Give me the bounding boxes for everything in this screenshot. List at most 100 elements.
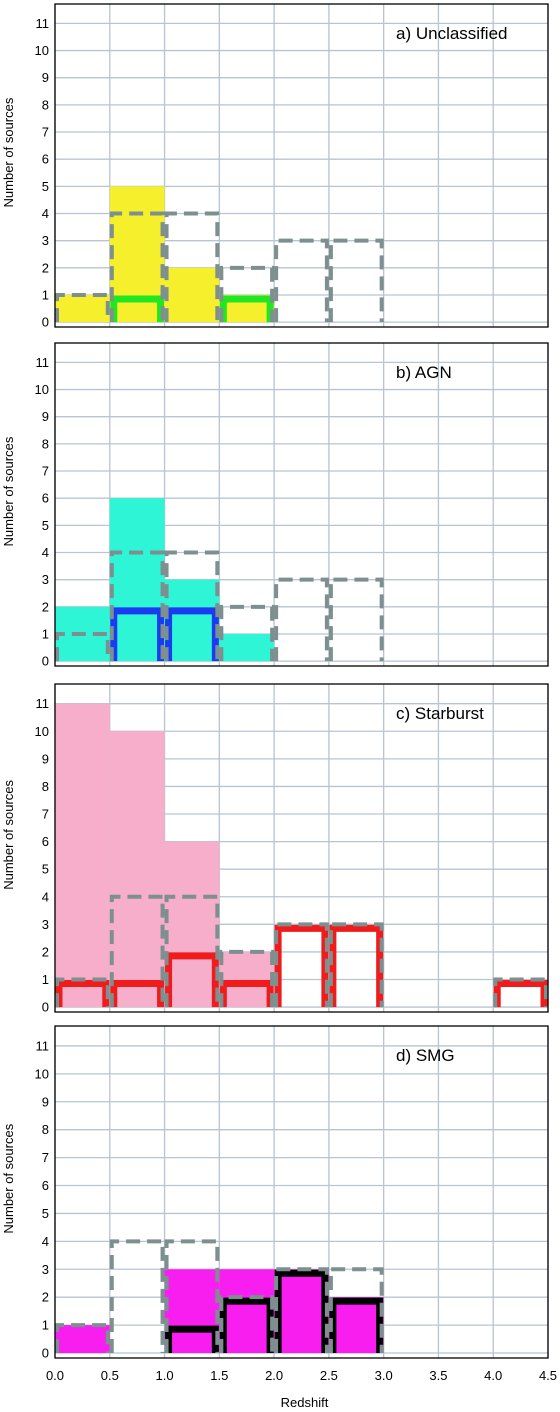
bar-filled bbox=[109, 498, 165, 662]
series-filled bbox=[55, 1269, 384, 1354]
plot-frame bbox=[54, 3, 549, 328]
y-tick-label: 0 bbox=[42, 315, 49, 330]
bar-filled bbox=[219, 951, 275, 1008]
y-tick-label: 0 bbox=[42, 1346, 49, 1361]
bar-dashed bbox=[328, 238, 384, 323]
plot-frame bbox=[54, 1025, 549, 1359]
bar-dashed bbox=[274, 1267, 329, 1354]
bar-dashed bbox=[219, 265, 275, 323]
y-tick-label: 3 bbox=[42, 1262, 49, 1277]
panel-4: 0 1 2 3 4 5 6 7 8 9 10 11 Number of sources d) SMG 0.0… bbox=[1, 1025, 557, 1410]
bar-filled bbox=[164, 841, 220, 1008]
y-tick-label: 3 bbox=[42, 572, 49, 587]
y-tick-label: 6 bbox=[42, 152, 49, 167]
y-tick-label: 9 bbox=[42, 70, 49, 85]
bar-dashed bbox=[164, 1239, 220, 1354]
bar-dashed bbox=[219, 949, 275, 1008]
y-tick-label: 2 bbox=[42, 1290, 49, 1305]
y-tick-label: 10 bbox=[35, 1066, 49, 1081]
x-tick-label: 4.5 bbox=[539, 1368, 557, 1383]
bar-dashed bbox=[55, 292, 110, 323]
series-dashed bbox=[55, 211, 384, 323]
y-tick-label: 11 bbox=[36, 355, 50, 370]
plot-frame bbox=[54, 342, 549, 667]
y-tick-label: 1 bbox=[42, 287, 49, 302]
y-tick-label: 5 bbox=[42, 862, 49, 877]
y-axis-label: Number of sources bbox=[1, 1123, 16, 1233]
y-tick-label: 4 bbox=[42, 1234, 49, 1249]
bar-dashed bbox=[55, 977, 110, 1008]
bar-dashed bbox=[493, 977, 548, 1008]
bar-outline bbox=[165, 952, 219, 1008]
x-tick-label: 0.0 bbox=[46, 1368, 64, 1383]
y-tick-label: 8 bbox=[42, 1122, 49, 1137]
bar-filled bbox=[109, 731, 165, 1008]
y-tick-labels: 0 1 2 3 4 5 6 7 8 9 10 11 bbox=[35, 1038, 49, 1360]
y-tick-label: 5 bbox=[42, 1206, 49, 1221]
x-tick-label: 4.0 bbox=[484, 1368, 502, 1383]
series-filled bbox=[55, 703, 275, 1008]
y-tick-label: 3 bbox=[42, 917, 49, 932]
bar-filled bbox=[328, 1297, 384, 1354]
y-tick-label: 11 bbox=[36, 16, 50, 31]
y-tick-label: 8 bbox=[42, 97, 49, 112]
panel-title: a) Unclassified bbox=[396, 24, 508, 43]
panel-3: 0 1 2 3 4 5 6 7 8 9 10 11 Number of sources c) Starbu… bbox=[1, 683, 549, 1015]
bar-filled bbox=[164, 267, 220, 323]
bar-dashed bbox=[328, 922, 384, 1008]
bar-dashed bbox=[328, 577, 384, 662]
y-axis-label: Number of sources bbox=[1, 97, 16, 207]
y-tick-label: 10 bbox=[35, 43, 49, 58]
y-tick-label: 6 bbox=[42, 1178, 49, 1193]
y-tick-label: 8 bbox=[42, 779, 49, 794]
y-tick-label: 1 bbox=[42, 626, 49, 641]
y-tick-label: 7 bbox=[42, 464, 49, 479]
y-tick-label: 1 bbox=[42, 1318, 49, 1333]
y-tick-label: 11 bbox=[36, 696, 50, 711]
y-tick-label: 8 bbox=[42, 436, 49, 451]
bar-outline bbox=[165, 607, 219, 662]
y-tick-label: 2 bbox=[42, 944, 49, 959]
y-tick-label: 9 bbox=[42, 1094, 49, 1109]
y-tick-label: 0 bbox=[42, 1000, 49, 1015]
x-tick-labels: 0.0 0.5 1.0 1.5 2.0 2.5 3.0 3.5 4.0 4.5 bbox=[46, 1368, 557, 1383]
bar-dashed bbox=[164, 550, 220, 662]
y-tick-label: 7 bbox=[42, 125, 49, 140]
panel-1: 0 1 2 3 4 5 6 7 8 9 10 11 Number of sources a) Unclas… bbox=[1, 3, 549, 330]
bar-filled bbox=[219, 1269, 275, 1354]
x-tick-label: 1.5 bbox=[210, 1368, 228, 1383]
bar-dashed bbox=[219, 604, 275, 662]
y-tick-labels: 0 1 2 3 4 5 6 7 8 9 10 11 bbox=[35, 696, 49, 1014]
y-tick-label: 9 bbox=[42, 751, 49, 766]
y-tick-label: 2 bbox=[42, 599, 49, 614]
y-tick-label: 10 bbox=[35, 724, 49, 739]
bars bbox=[55, 1239, 384, 1354]
series-dashed bbox=[55, 550, 384, 662]
y-tick-labels: 0 1 2 3 4 5 6 7 8 9 10 11 bbox=[35, 355, 49, 669]
plot-frame bbox=[54, 683, 549, 1013]
y-tick-label: 7 bbox=[42, 1150, 49, 1165]
bar-dashed bbox=[109, 1239, 165, 1354]
y-axis-label: Number of sources bbox=[1, 436, 16, 546]
bar-dashed bbox=[164, 894, 220, 1008]
bar-outline bbox=[165, 1325, 219, 1354]
y-tick-label: 11 bbox=[36, 1038, 50, 1053]
y-tick-label: 5 bbox=[42, 518, 49, 533]
y-tick-label: 6 bbox=[42, 491, 49, 506]
y-tick-label: 4 bbox=[42, 206, 49, 221]
y-tick-labels: 0 1 2 3 4 5 6 7 8 9 10 11 bbox=[35, 16, 49, 330]
y-tick-label: 10 bbox=[35, 382, 49, 397]
bar-dashed bbox=[164, 211, 220, 323]
y-tick-label: 1 bbox=[42, 972, 49, 987]
panel-2: 0 1 2 3 4 5 6 7 8 9 10 11 Number of sources b) AGN bbox=[1, 342, 549, 669]
x-tick-label: 3.5 bbox=[429, 1368, 447, 1383]
y-axis-label: Number of sources bbox=[1, 779, 16, 889]
bar-dashed bbox=[274, 922, 329, 1008]
bar-dashed bbox=[55, 631, 110, 662]
bars bbox=[55, 498, 384, 662]
bar-dashed bbox=[219, 1295, 275, 1354]
bar-filled bbox=[164, 1269, 220, 1354]
y-tick-label: 4 bbox=[42, 889, 49, 904]
x-tick-label: 3.0 bbox=[375, 1368, 393, 1383]
series-dashed bbox=[55, 1239, 384, 1354]
